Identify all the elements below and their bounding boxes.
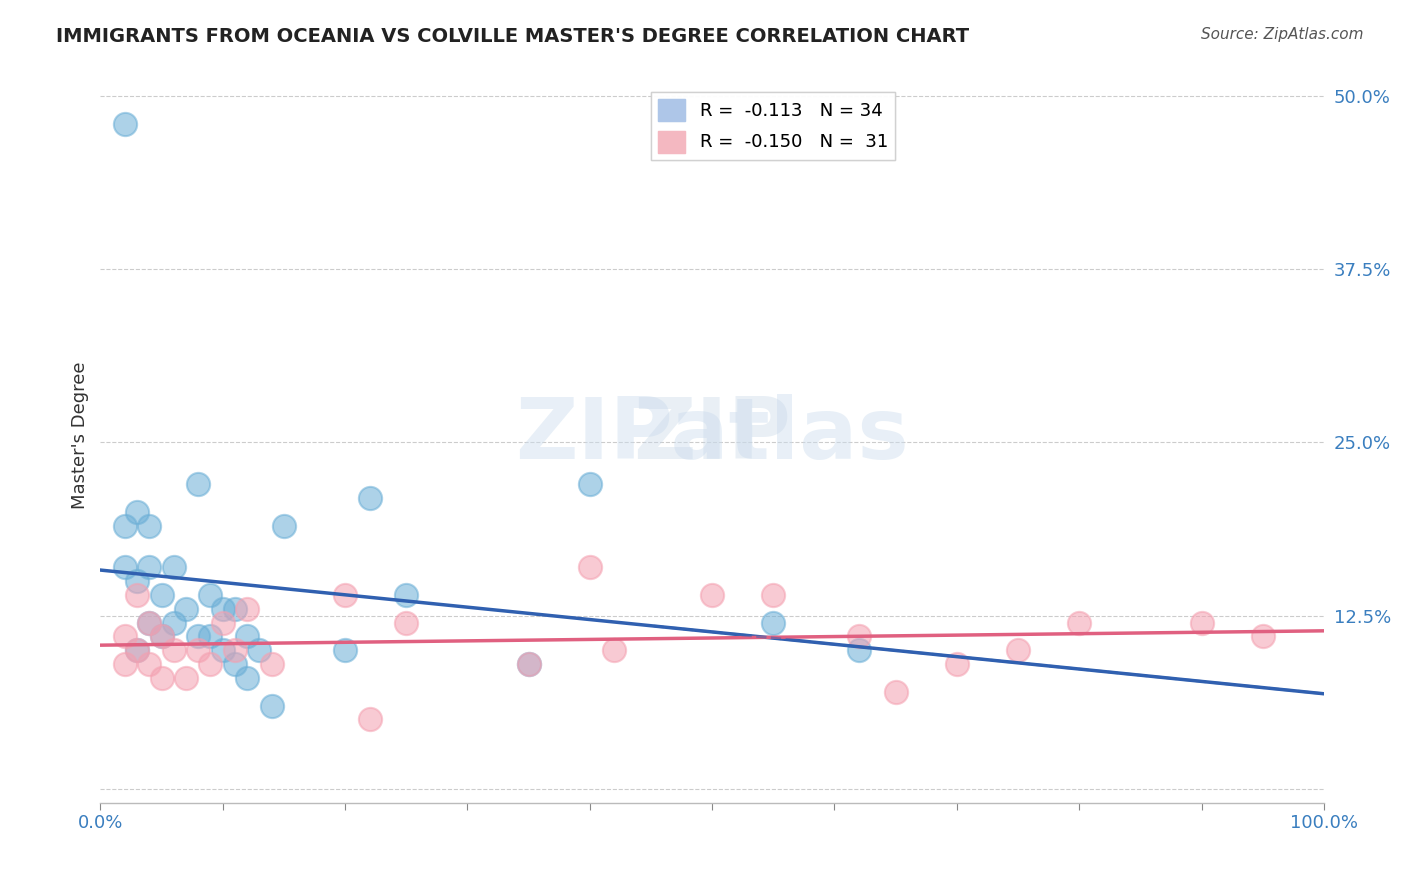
Point [114, 629, 136, 643]
Point [138, 560, 160, 574]
Point [395, 588, 418, 602]
Y-axis label: Master's Degree: Master's Degree [72, 362, 89, 509]
Point [138, 615, 160, 630]
Point [125, 643, 148, 657]
Point [946, 657, 969, 671]
Point [884, 685, 907, 699]
Point [236, 601, 259, 615]
Point [236, 671, 259, 685]
Point [260, 657, 283, 671]
Point [224, 643, 246, 657]
Point [174, 671, 197, 685]
Text: Source: ZipAtlas.com: Source: ZipAtlas.com [1201, 27, 1364, 42]
Point [211, 643, 233, 657]
Point [200, 629, 222, 643]
Legend: R =  -0.113   N = 34, R =  -0.150   N =  31: R = -0.113 N = 34, R = -0.150 N = 31 [651, 92, 896, 160]
Point [236, 629, 259, 643]
Point [114, 117, 136, 131]
Point [114, 518, 136, 533]
Point [848, 629, 870, 643]
Point [163, 643, 186, 657]
Text: ZIP: ZIP [633, 394, 792, 477]
Point [1069, 615, 1091, 630]
Point [174, 601, 197, 615]
Point [603, 643, 626, 657]
Point [187, 629, 209, 643]
Point [1191, 615, 1213, 630]
Text: IMMIGRANTS FROM OCEANIA VS COLVILLE MASTER'S DEGREE CORRELATION CHART: IMMIGRANTS FROM OCEANIA VS COLVILLE MAST… [56, 27, 969, 45]
Text: ZIPatlas: ZIPatlas [515, 394, 910, 477]
Point [150, 671, 173, 685]
Point [333, 588, 356, 602]
Point [150, 629, 173, 643]
Point [138, 657, 160, 671]
Point [163, 615, 186, 630]
Point [138, 615, 160, 630]
Point [211, 601, 233, 615]
Point [200, 588, 222, 602]
Point [359, 491, 381, 505]
Point [125, 588, 148, 602]
Point [249, 643, 271, 657]
Point [578, 560, 600, 574]
Point [187, 477, 209, 491]
Point [211, 615, 233, 630]
Point [224, 601, 246, 615]
Point [1251, 629, 1274, 643]
Point [150, 588, 173, 602]
Point [125, 643, 148, 657]
Point [517, 657, 540, 671]
Point [138, 518, 160, 533]
Point [762, 588, 785, 602]
Point [762, 615, 785, 630]
Point [1007, 643, 1029, 657]
Point [187, 643, 209, 657]
Point [224, 657, 246, 671]
Point [359, 713, 381, 727]
Point [125, 574, 148, 588]
Point [114, 560, 136, 574]
Point [150, 629, 173, 643]
Point [395, 615, 418, 630]
Point [700, 588, 723, 602]
Point [163, 560, 186, 574]
Point [578, 477, 600, 491]
Point [517, 657, 540, 671]
Point [848, 643, 870, 657]
Point [114, 657, 136, 671]
Point [200, 657, 222, 671]
Point [125, 505, 148, 519]
Point [260, 698, 283, 713]
Point [333, 643, 356, 657]
Point [273, 518, 295, 533]
